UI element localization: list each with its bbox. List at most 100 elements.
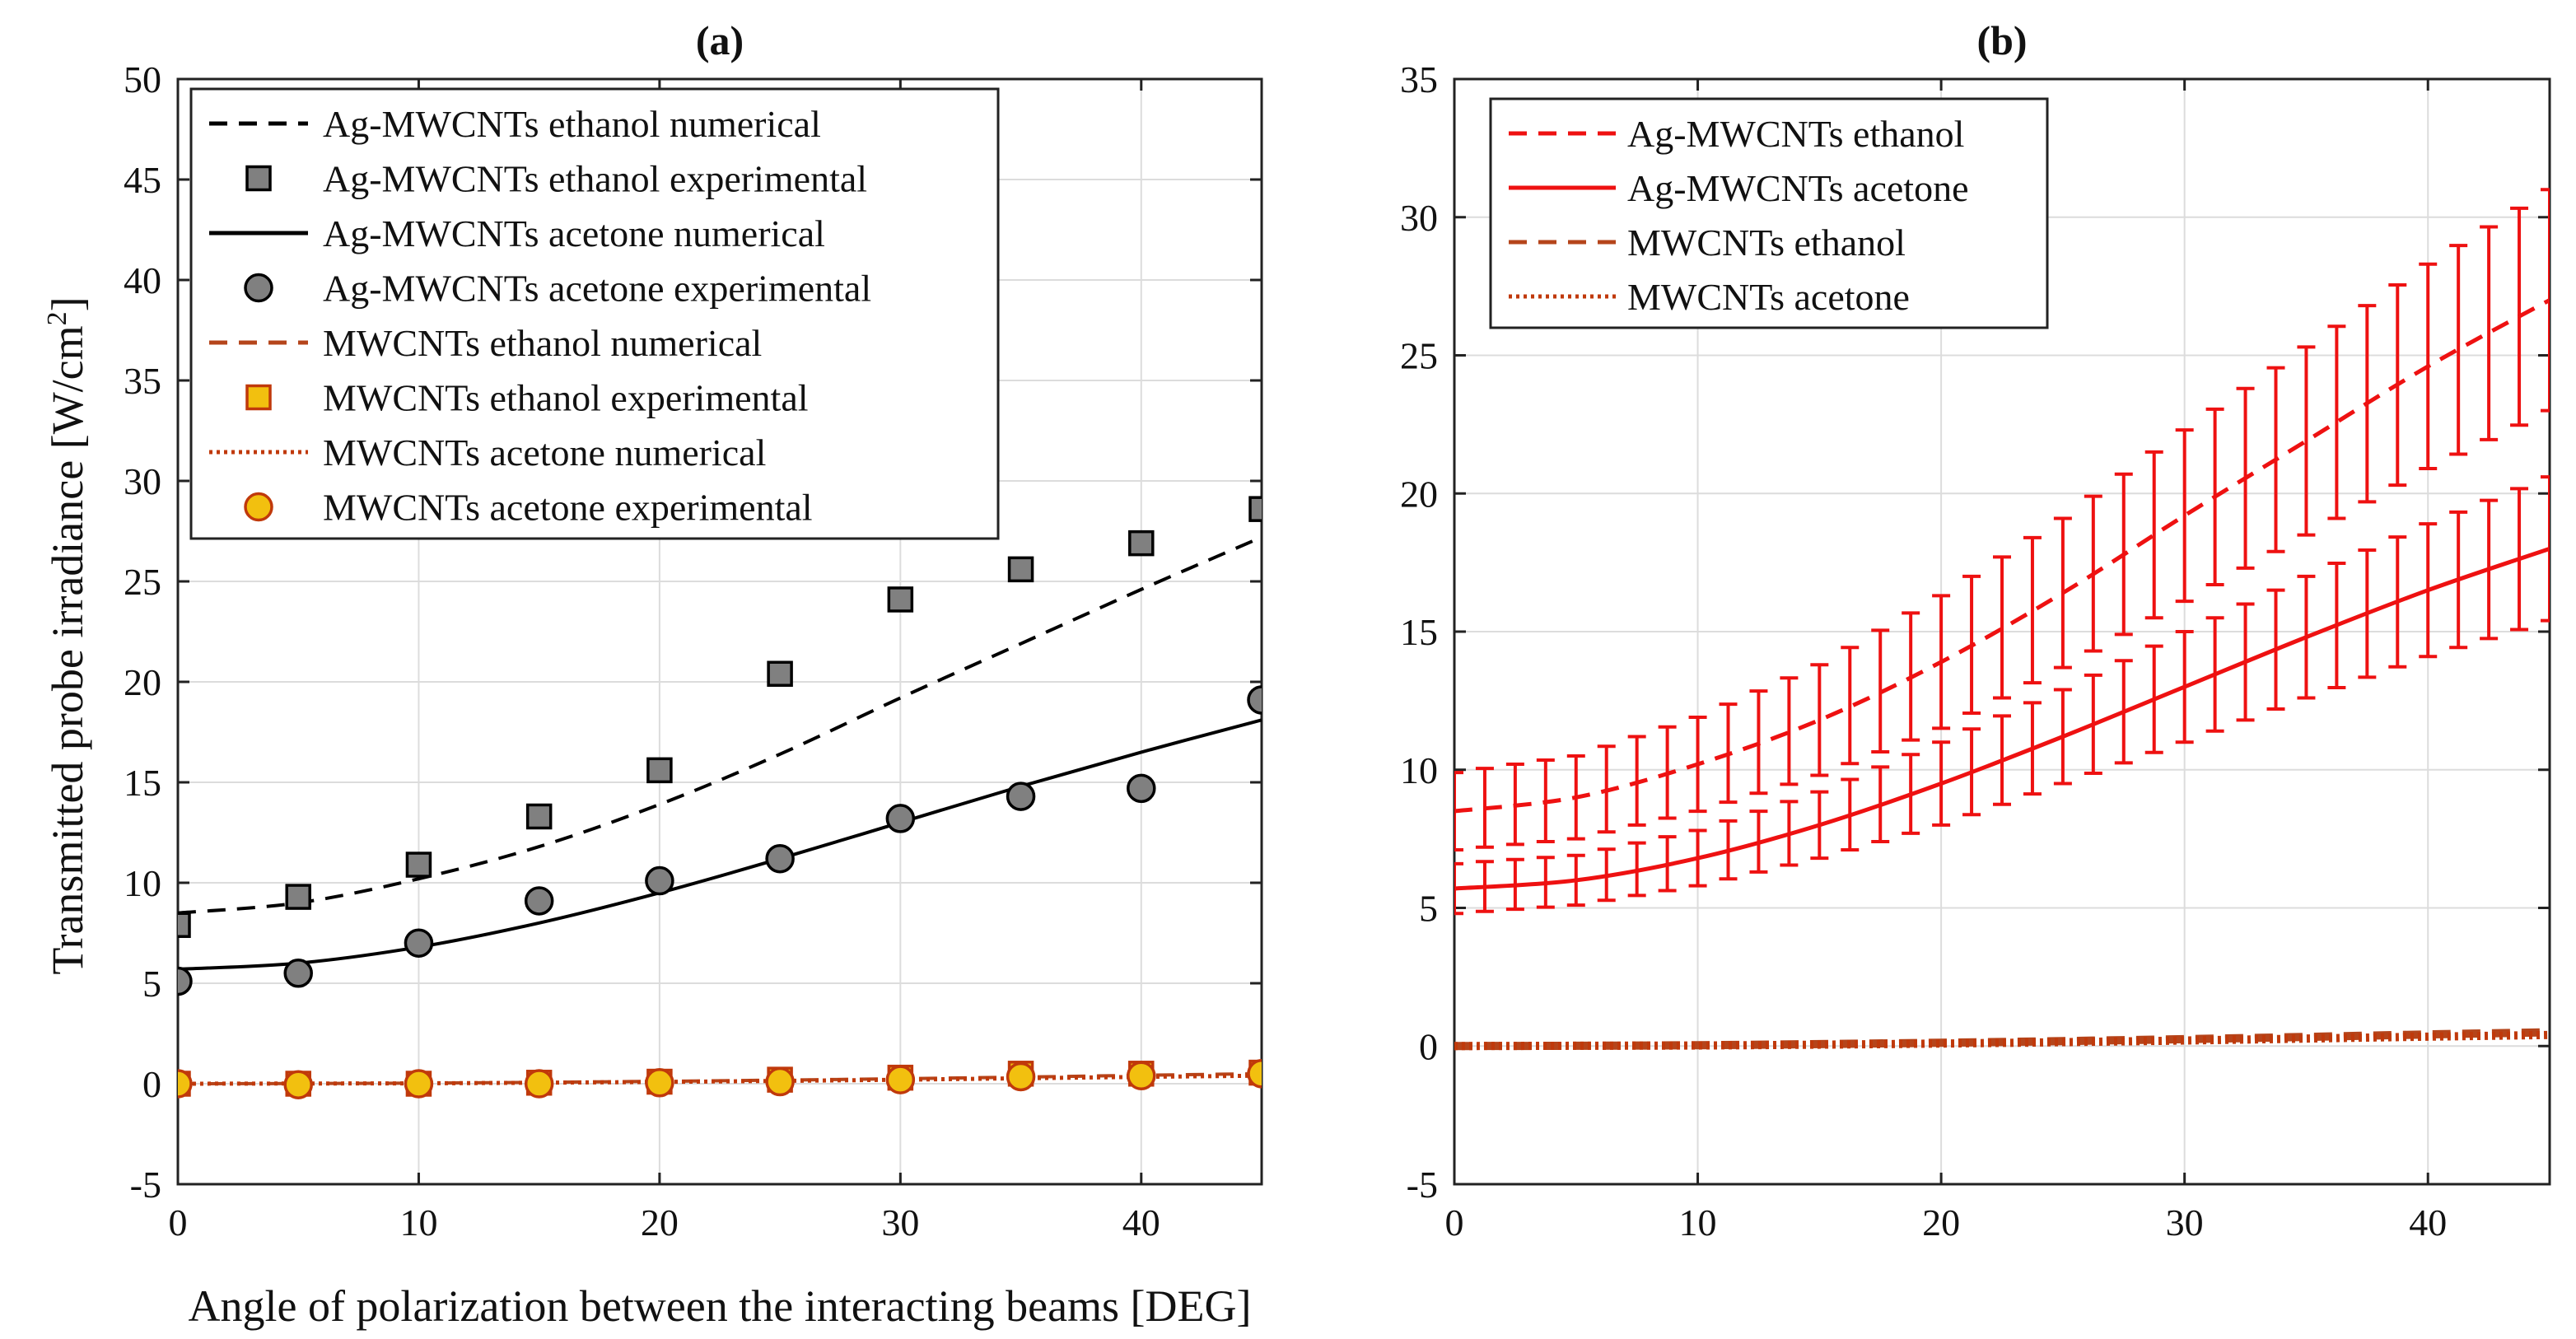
a-marker-ag-mwcnts-acetone-experimental bbox=[1127, 773, 1156, 804]
a-legend-label: Ag-MWCNTs acetone numerical bbox=[323, 212, 825, 254]
panel-a-y-axis-label: Transmitted probe irradiance [W/cm2] bbox=[42, 296, 92, 974]
a-y-tick-label: 30 bbox=[124, 460, 161, 502]
a-marker-mwcnts-acetone-experimental bbox=[283, 1070, 313, 1099]
b-error-bar-ag-mwcnts-ethanol bbox=[2023, 535, 2042, 685]
a-marker-ag-mwcnts-ethanol-experimental bbox=[525, 803, 553, 830]
b-x-tick-label: 0 bbox=[1445, 1201, 1464, 1243]
a-x-tick-label: 0 bbox=[169, 1201, 188, 1243]
b-error-bar-ag-mwcnts-acetone bbox=[2541, 475, 2550, 623]
a-marker-mwcnts-acetone-experimental bbox=[178, 1069, 193, 1099]
b-error-bar-ag-mwcnts-ethanol bbox=[1454, 771, 1463, 852]
a-plot-frame bbox=[176, 77, 1263, 1186]
a-legend: Ag-MWCNTs ethanol numerical Ag-MWCNTs eth… bbox=[189, 87, 1000, 540]
b-error-bar-ag-mwcnts-ethanol bbox=[2144, 450, 2163, 620]
b-y-tick-label: 15 bbox=[1400, 611, 1438, 653]
b-error-bar-ag-mwcnts-ethanol bbox=[1841, 646, 1860, 766]
b-y-tick-label: 10 bbox=[1400, 749, 1438, 791]
a-marker-ag-mwcnts-ethanol-experimental bbox=[405, 851, 432, 878]
a-y-tick-label: 20 bbox=[124, 661, 161, 703]
b-data-layer bbox=[1454, 188, 2550, 1051]
a-legend-swatch-mwcnts-ethanol-experimental bbox=[245, 384, 272, 411]
b-legend-label: Ag-MWCNTs ethanol bbox=[1627, 113, 1964, 155]
a-legend-label: MWCNTs acetone experimental bbox=[323, 487, 813, 529]
b-error-bar-ag-mwcnts-ethanol bbox=[2449, 244, 2468, 456]
a-legend-label: MWCNTs acetone numerical bbox=[323, 432, 766, 474]
a-y-tick-label: 25 bbox=[124, 561, 161, 603]
b-y-tick-label: 30 bbox=[1400, 197, 1438, 239]
a-y-tick-label: 10 bbox=[124, 862, 161, 904]
b-error-bar-ag-mwcnts-ethanol bbox=[1993, 555, 2011, 700]
a-marker-ag-mwcnts-ethanol-experimental bbox=[1248, 496, 1262, 522]
b-x-tick-label: 10 bbox=[1679, 1201, 1717, 1243]
a-marker-mwcnts-acetone-experimental bbox=[1127, 1061, 1156, 1090]
a-marker-ag-mwcnts-ethanol-experimental bbox=[887, 586, 914, 613]
b-y-tick-label: -5 bbox=[1407, 1164, 1438, 1206]
panel-a-x-axis-label: Angle of polarization between the intera… bbox=[188, 1281, 1251, 1331]
panel-a: (a) Transmitted probe irradiance [W/cm2]… bbox=[42, 17, 1263, 1331]
a-marker-ag-mwcnts-acetone-experimental bbox=[178, 966, 193, 996]
a-marker-ag-mwcnts-acetone-experimental bbox=[283, 959, 313, 988]
b-series-line-mwcnts-ethanol bbox=[1454, 1028, 2550, 1051]
a-legend-swatch-ag-mwcnts-acetone-experimental bbox=[244, 273, 273, 303]
a-y-tick-label: 35 bbox=[124, 360, 161, 402]
a-marker-mwcnts-acetone-experimental bbox=[645, 1068, 674, 1098]
a-marker-mwcnts-acetone-experimental bbox=[765, 1066, 795, 1097]
b-error-bar-ag-mwcnts-ethanol bbox=[2175, 428, 2194, 604]
a-marker-ag-mwcnts-ethanol-experimental bbox=[285, 884, 311, 910]
a-marker-ag-mwcnts-acetone-experimental bbox=[645, 865, 674, 896]
panel-b-title: (b) bbox=[1976, 17, 2027, 63]
a-marker-ag-mwcnts-acetone-experimental bbox=[404, 928, 434, 958]
b-error-bar-ag-mwcnts-ethanol bbox=[2327, 324, 2346, 520]
b-error-bar-ag-mwcnts-ethanol bbox=[2297, 345, 2316, 537]
b-y-tick-label: 25 bbox=[1400, 335, 1438, 377]
a-marker-mwcnts-acetone-experimental bbox=[1247, 1059, 1262, 1089]
a-x-tick-label: 10 bbox=[399, 1201, 437, 1243]
a-marker-mwcnts-acetone-experimental bbox=[885, 1065, 916, 1094]
b-error-bar-ag-mwcnts-acetone bbox=[1454, 861, 1463, 916]
a-marker-ag-mwcnts-ethanol-experimental bbox=[1007, 556, 1034, 583]
b-x-tick-label: 20 bbox=[1922, 1201, 1960, 1243]
a-y-tick-label: 5 bbox=[142, 963, 161, 1005]
b-y-tick-label: 20 bbox=[1400, 473, 1438, 515]
b-legend: Ag-MWCNTs ethanol Ag-MWCNTs acetone MWCNTs… bbox=[1489, 97, 2049, 329]
a-legend-label: Ag-MWCNTs acetone experimental bbox=[323, 268, 871, 310]
a-marker-ag-mwcnts-ethanol-experimental bbox=[178, 912, 191, 938]
a-legend-swatch-ag-mwcnts-ethanol-experimental bbox=[245, 165, 272, 192]
a-marker-ag-mwcnts-ethanol-experimental bbox=[767, 660, 793, 687]
b-legend-label: MWCNTs ethanol bbox=[1627, 222, 1906, 264]
a-marker-mwcnts-acetone-experimental bbox=[1006, 1061, 1036, 1092]
b-error-bar-ag-mwcnts-ethanol bbox=[1780, 676, 1799, 786]
a-series-line-mwcnts-acetone-numerical bbox=[178, 1073, 1262, 1086]
b-series-line-ag-mwcnts-ethanol bbox=[1454, 298, 2550, 814]
a-marker-ag-mwcnts-acetone-experimental bbox=[885, 804, 916, 833]
b-y-tick-label: 0 bbox=[1419, 1025, 1438, 1067]
a-legend-label: MWCNTs ethanol experimental bbox=[323, 377, 809, 419]
b-y-tick-label: 35 bbox=[1400, 58, 1438, 100]
a-marker-ag-mwcnts-ethanol-experimental bbox=[1128, 530, 1155, 557]
a-legend-label: Ag-MWCNTs ethanol numerical bbox=[323, 103, 821, 145]
b-series-line-mwcnts-acetone bbox=[1454, 1030, 2550, 1051]
a-marker-ag-mwcnts-acetone-experimental bbox=[765, 843, 795, 874]
b-error-bar-ag-mwcnts-ethanol bbox=[2541, 188, 2550, 413]
a-y-tick-label: -5 bbox=[130, 1164, 161, 1206]
b-error-bar-ag-mwcnts-ethanol bbox=[2480, 225, 2499, 441]
a-y-tick-label: 40 bbox=[124, 259, 161, 301]
a-marker-mwcnts-acetone-experimental bbox=[524, 1069, 554, 1099]
a-legend-box bbox=[189, 87, 1000, 540]
a-marker-ag-mwcnts-acetone-experimental bbox=[1247, 685, 1262, 715]
b-series-line-ag-mwcnts-acetone bbox=[1454, 546, 2550, 891]
b-legend-box bbox=[1489, 97, 2049, 329]
a-legend-label: Ag-MWCNTs ethanol experimental bbox=[323, 158, 867, 200]
a-legend-swatch-mwcnts-acetone-experimental bbox=[244, 492, 273, 522]
a-y-tick-label: 0 bbox=[142, 1063, 161, 1105]
a-data-layer bbox=[178, 496, 1262, 1099]
a-y-tick-label: 50 bbox=[124, 58, 161, 100]
a-x-tick-label: 30 bbox=[881, 1201, 919, 1243]
a-x-tick-label: 20 bbox=[641, 1201, 679, 1243]
a-series-line-ag-mwcnts-acetone-numerical bbox=[178, 718, 1262, 971]
b-legend-label: Ag-MWCNTs acetone bbox=[1627, 167, 1969, 209]
a-y-tick-label: 15 bbox=[124, 762, 161, 804]
a-x-tick-label: 40 bbox=[1122, 1201, 1160, 1243]
